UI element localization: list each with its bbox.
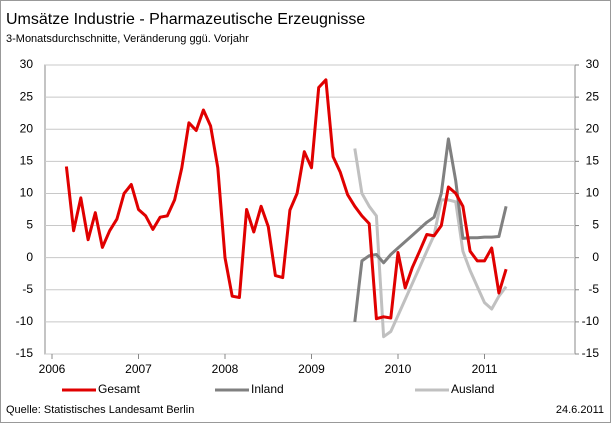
legend-label: Inland: [251, 382, 284, 396]
y2-tick-label: -10: [582, 314, 600, 328]
y-tick-label: 0: [26, 250, 33, 264]
y2-tick-label: -15: [582, 346, 600, 360]
y-tick-label: 20: [20, 121, 34, 135]
y-tick-label: -15: [16, 346, 34, 360]
y-tick-label: -5: [22, 282, 33, 296]
x-tick-label: 2007: [125, 362, 152, 376]
x-tick-label: 2010: [385, 362, 412, 376]
source-note: Quelle: Statistisches Landesamt Berlin: [6, 404, 194, 416]
x-tick-label: 2011: [472, 362, 498, 376]
y-tick-label: -10: [16, 314, 34, 328]
legend-label: Ausland: [451, 382, 494, 396]
y2-tick-label: 25: [586, 89, 600, 103]
y2-tick-label: 5: [592, 218, 599, 232]
y2-tick-label: 15: [586, 154, 600, 168]
x-tick-label: 2008: [212, 362, 239, 376]
y-tick-label: 15: [20, 154, 34, 168]
y2-tick-label: 30: [586, 57, 600, 71]
x-tick-label: 2009: [298, 362, 325, 376]
y-tick-label: 10: [20, 186, 34, 200]
y2-tick-label: 0: [592, 250, 599, 264]
chart-title: Umsätze Industrie - Pharmazeutische Erze…: [6, 11, 365, 28]
y-tick-label: 25: [20, 89, 34, 103]
x-tick-label: 2006: [39, 362, 66, 376]
series-line: [353, 148, 508, 339]
series-line: [64, 78, 508, 321]
series-line: [353, 137, 508, 323]
chart-subtitle: 3-Monatsdurchschnitte, Veränderung ggü. …: [6, 33, 249, 45]
y2-tick-label: -5: [588, 282, 599, 296]
y2-tick-label: 20: [586, 121, 600, 135]
y-tick-label: 5: [26, 218, 33, 232]
date-note: 24.6.2011: [556, 404, 604, 416]
y2-tick-label: 10: [586, 186, 600, 200]
legend-label: Gesamt: [98, 382, 141, 396]
y-tick-label: 30: [20, 57, 34, 71]
